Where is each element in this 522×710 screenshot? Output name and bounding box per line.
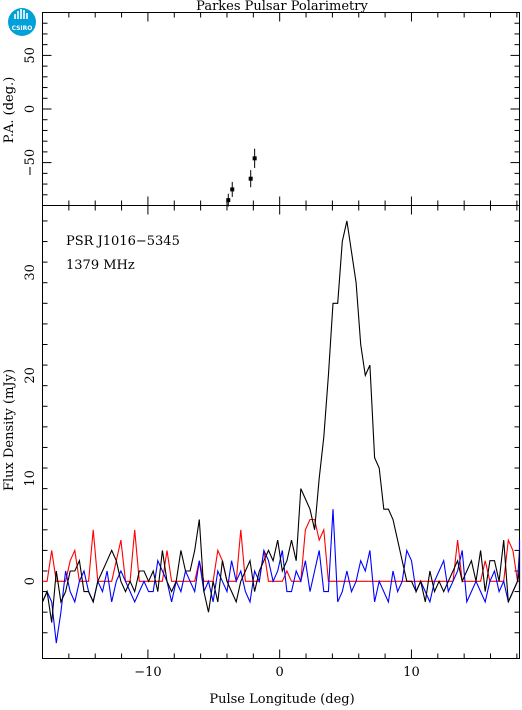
total-intensity-line xyxy=(41,220,521,623)
x-tick-label: 0 xyxy=(276,665,284,680)
pa-point xyxy=(252,148,257,168)
pa-axis-label: P.A. (deg.) xyxy=(2,77,17,144)
flux-y-tick-label: 30 xyxy=(23,264,38,281)
flux-axis-label: Flux Density (mJy) xyxy=(2,369,17,491)
flux-y-tick-label: 20 xyxy=(23,367,38,384)
csiro-logo: CSIRO xyxy=(8,8,36,36)
pa-y-tick-label: 50 xyxy=(23,47,38,64)
x-tick-label: −10 xyxy=(134,665,161,680)
circular-intensity-line xyxy=(41,509,521,644)
flux-panel-frame xyxy=(42,205,520,659)
logo-text: CSIRO xyxy=(12,25,33,32)
frequency-annotation: 1379 MHz xyxy=(66,258,135,273)
pa-points xyxy=(226,148,257,207)
pa-y-tick-label: 0 xyxy=(23,105,38,113)
x-tick-label: 10 xyxy=(403,665,420,680)
pa-panel-frame xyxy=(42,12,520,206)
pa-point xyxy=(248,170,253,188)
flux-series xyxy=(41,220,521,644)
csiro-logo-bars-icon xyxy=(14,9,28,19)
flux-y-tick-label: 10 xyxy=(23,470,38,487)
pa-y-tick-label: −50 xyxy=(23,149,38,176)
chart-title: Parkes Pulsar Polarimetry xyxy=(196,0,368,14)
pa-point xyxy=(230,181,235,197)
x-axis-label: Pulse Longitude (deg) xyxy=(209,692,354,707)
flux-y-tick-label: 0 xyxy=(23,577,38,585)
pa-point xyxy=(226,193,231,207)
axis-ticks xyxy=(42,12,520,659)
linear-intensity-line xyxy=(42,518,521,582)
pulsar-name-annotation: PSR J1016−5345 xyxy=(66,234,180,249)
tick-labels: −10 0 10 −50 0 50 0 10 20 30 xyxy=(23,47,420,680)
